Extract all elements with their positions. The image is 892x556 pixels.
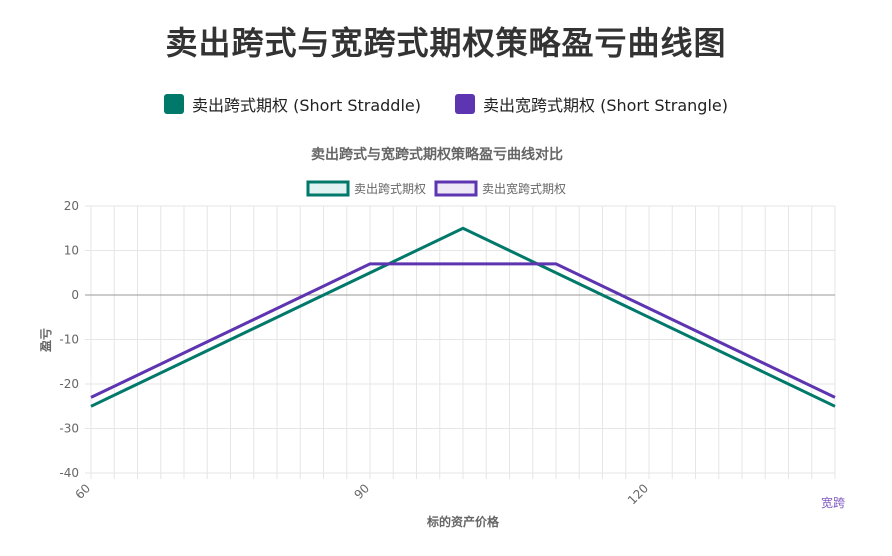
chart-legend-item-straddle[interactable]: 卖出跨式期权 [306,180,426,197]
y-tick-label: -40 [59,466,79,480]
x-axis-label: 标的资产价格 [426,514,500,529]
y-axis-label: 盈亏 [39,328,53,353]
y-tick-label: 20 [64,199,79,213]
grid [85,205,836,479]
x-axis-overflow-label: 宽跨 [821,495,845,510]
x-tick-label: 90 [351,481,372,502]
series-line-strangle[interactable] [90,262,836,399]
y-tick-label: -10 [59,333,79,347]
legend-swatch-straddle [163,94,184,114]
page-title: 卖出跨式与宽跨式期权策略盈亏曲线图 [165,24,727,62]
chart-legend-item-strangle[interactable]: 卖出宽跨式期权 [434,180,566,197]
top-legend-item-strangle[interactable]: 卖出宽跨式期权 (Short Strangle) [455,92,728,116]
top-legend: 卖出跨式期权 (Short Straddle) 卖出宽跨式期权 (Short S… [0,92,892,116]
chart-legend-swatch-strangle [434,180,478,197]
chart-legend: 卖出跨式期权 卖出宽跨式期权 [306,180,566,197]
y-tick-label: -30 [59,422,79,436]
top-legend-item-straddle[interactable]: 卖出跨式期权 (Short Straddle) [163,92,421,116]
y-tick-label: 0 [71,288,79,302]
y-tick-label: -20 [59,377,79,391]
series-lines [90,226,836,408]
chart-legend-label-straddle: 卖出跨式期权 [354,182,426,196]
chart-legend-swatch-straddle [306,180,350,197]
top-legend-label-strangle: 卖出宽跨式期权 (Short Strangle) [483,96,728,115]
y-tick-label: 10 [64,244,79,258]
x-tick-label: 60 [72,481,93,502]
series-line-straddle[interactable] [90,226,836,408]
chart-title: 卖出跨式与宽跨式期权策略盈亏曲线对比 [311,146,563,163]
x-tick-label: 120 [625,481,651,507]
legend-swatch-strangle [455,94,475,114]
top-legend-label-straddle: 卖出跨式期权 (Short Straddle) [191,96,421,115]
chart-legend-label-strangle: 卖出宽跨式期权 [482,181,566,196]
